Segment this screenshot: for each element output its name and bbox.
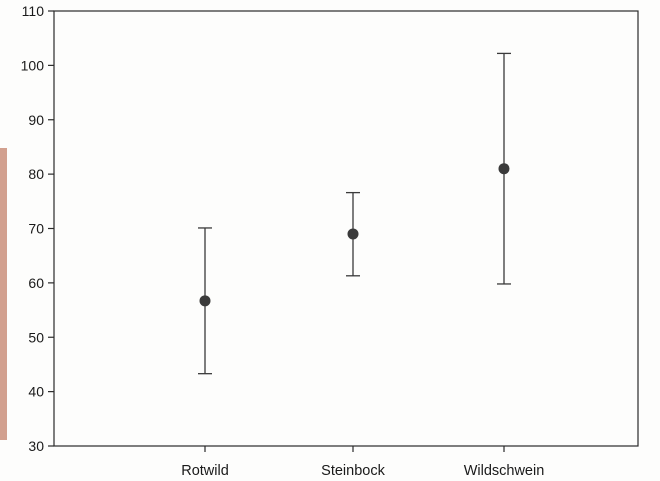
x-tick-label: Rotwild — [181, 463, 229, 479]
mean-point — [347, 228, 359, 240]
y-tick-label: 100 — [21, 57, 45, 73]
y-tick-label: 110 — [22, 3, 45, 19]
x-tick-label: Wildschwein — [464, 463, 545, 479]
y-tick-label: 50 — [28, 329, 44, 345]
side-color-strip — [0, 148, 7, 440]
x-ticks: Rotwild Steinbock Wildschwein — [181, 446, 544, 479]
mean-point — [199, 295, 211, 307]
y-tick-label: 80 — [28, 166, 44, 182]
y-tick-label: 30 — [28, 438, 44, 454]
mean-points — [199, 163, 510, 307]
y-ticks: 30 40 50 60 70 80 90 100 110 — [21, 3, 54, 454]
y-tick-label: 60 — [28, 275, 44, 291]
mean-point — [498, 163, 510, 175]
y-tick-label: 40 — [28, 384, 44, 400]
axes — [53, 10, 639, 447]
error-bars — [198, 52, 511, 375]
y-tick-label: 90 — [28, 112, 44, 128]
y-tick-label: 70 — [28, 221, 44, 237]
plot-frame — [53, 10, 639, 447]
x-tick-label: Steinbock — [321, 463, 385, 479]
